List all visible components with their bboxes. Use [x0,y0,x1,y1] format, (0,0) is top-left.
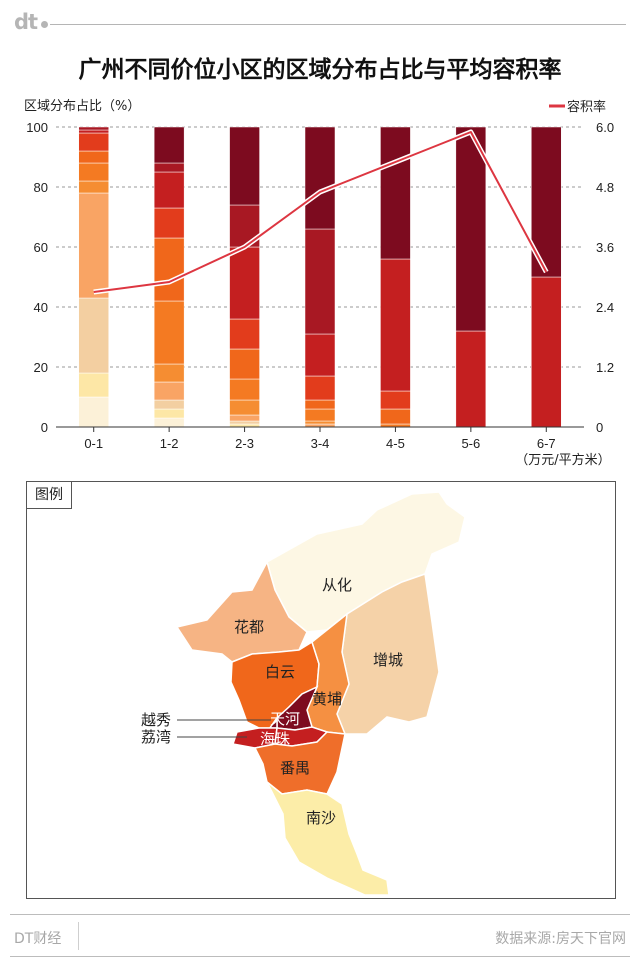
bar-segment [78,192,109,299]
logo-dot-icon [41,21,48,28]
y2-tick-label: 2.4 [596,300,614,315]
bar-segment [380,390,411,410]
bar-segment [304,333,336,377]
bar-segment [153,381,185,401]
y-tick-label: 0 [41,420,48,435]
y-tick-label: 20 [34,360,48,375]
bar-segment [78,180,109,194]
stacked-bar-line-chart: 0 20 40 60 80 100 0 1.2 2.4 3.6 4.8 6.0 0-1 1-2 2-3 3-4… [24,99,614,468]
bar-segment [304,126,336,230]
x-tick-label: 3-4 [311,436,330,451]
footer-divider-bottom [10,956,630,957]
line-legend-label: 容积率 [567,99,606,115]
chart-title: 广州不同价位小区的区域分布占比与平均容积率 [78,57,562,83]
bar-segment [78,162,109,182]
bar-segment [78,150,109,164]
bar-segment [229,414,260,422]
x-tick-label: 0-1 [84,436,103,451]
bar-segment [380,126,411,260]
bar-segment [153,162,185,173]
bar-segment [153,417,185,428]
bar-segment [304,408,336,422]
x-axis-unit: （万元/平方米） [515,452,610,468]
y-tick-label: 40 [34,300,48,315]
label-nansha: 南沙 [306,809,336,827]
bar-segment [380,408,411,425]
x-tick-label: 4-5 [386,436,405,451]
label-liwan: 荔湾 [141,728,171,746]
footer-brand: DT财经 [14,931,62,947]
bar-segment [304,228,336,335]
y-axis-title: 区域分布占比（%） [24,99,140,114]
y2-tick-label: 6.0 [596,120,614,135]
x-tick-label: 6-7 [537,436,556,451]
label-tianhe: 天河 [270,710,300,728]
bar-segment [78,126,109,131]
region-nansha [266,781,390,896]
label-zengcheng: 增城 [373,651,403,669]
bar-segment [78,132,109,152]
bar-segment [229,378,260,401]
footer-separator [78,922,79,950]
plot-ratio-line [93,129,549,295]
bar-segment [229,420,260,425]
bar-segment [78,129,109,134]
bar-segment [304,399,336,410]
bar-segment [153,237,185,302]
y-tick-label: 80 [34,180,48,195]
region-huadu [175,560,308,663]
top-divider [50,24,626,25]
x-tick-label: 1-2 [160,436,179,451]
label-conghua: 从化 [322,576,352,594]
data-source: 数据来源:房天下官网 [495,931,626,947]
bar-segment [229,126,260,206]
label-yuexiu: 越秀 [141,711,171,729]
label-huadu: 花都 [234,618,264,636]
bar-segment [153,399,185,410]
plot-ratio-line-path [93,131,548,293]
y2-tick-label: 4.8 [596,180,614,195]
bar-segment [455,126,487,332]
bar-segment [153,126,185,164]
chart-axes: 0 20 40 60 80 100 0 1.2 2.4 3.6 4.8 6.0 0-1 1-2 2-3 3-4… [26,120,614,451]
bar-segment [153,207,185,239]
stacked-bars [78,126,562,428]
label-panyu: 番禺 [280,759,310,777]
bar-segment [229,318,260,350]
footer-divider-top [10,914,630,915]
top-bar: dt [0,0,640,50]
dt-logo: dt [14,10,38,34]
bar-segment [531,276,562,428]
bar-segment [153,408,185,419]
guangzhou-district-map: 从化 增城 花都 白云 黄埔 天河 海珠 番禺 南沙 越秀 荔湾 [141,491,466,896]
x-tick-label: 5-6 [461,436,480,451]
bar-segment [304,375,336,401]
bar-segment [153,300,185,365]
x-tick-label: 2-3 [235,436,254,451]
bar-segment [455,330,487,428]
bar-segment [78,372,109,398]
bar-segment [229,399,260,416]
bar-segment [153,171,185,209]
bar-segment [304,420,336,425]
y2-tick-label: 3.6 [596,240,614,255]
bar-segment [78,396,109,428]
bar-segment [380,258,411,392]
y-tick-label: 100 [26,120,48,135]
bar-segment [229,348,260,380]
map-legend-label: 图例 [27,482,72,509]
label-haizhu: 海珠 [260,730,290,748]
y2-tick-label: 1.2 [596,360,614,375]
bar-segment [78,297,109,374]
bar-segment [229,246,260,320]
bar-segment [153,363,185,383]
label-baiyun: 白云 [265,663,295,681]
map-panel: 图例 从化 增城 花都 白云 黄埔 天河 海珠 番禺 南沙 越秀 荔湾 [26,481,616,899]
y-tick-label: 60 [34,240,48,255]
label-huangpu: 黄埔 [312,690,342,708]
y2-tick-label: 0 [596,420,603,435]
